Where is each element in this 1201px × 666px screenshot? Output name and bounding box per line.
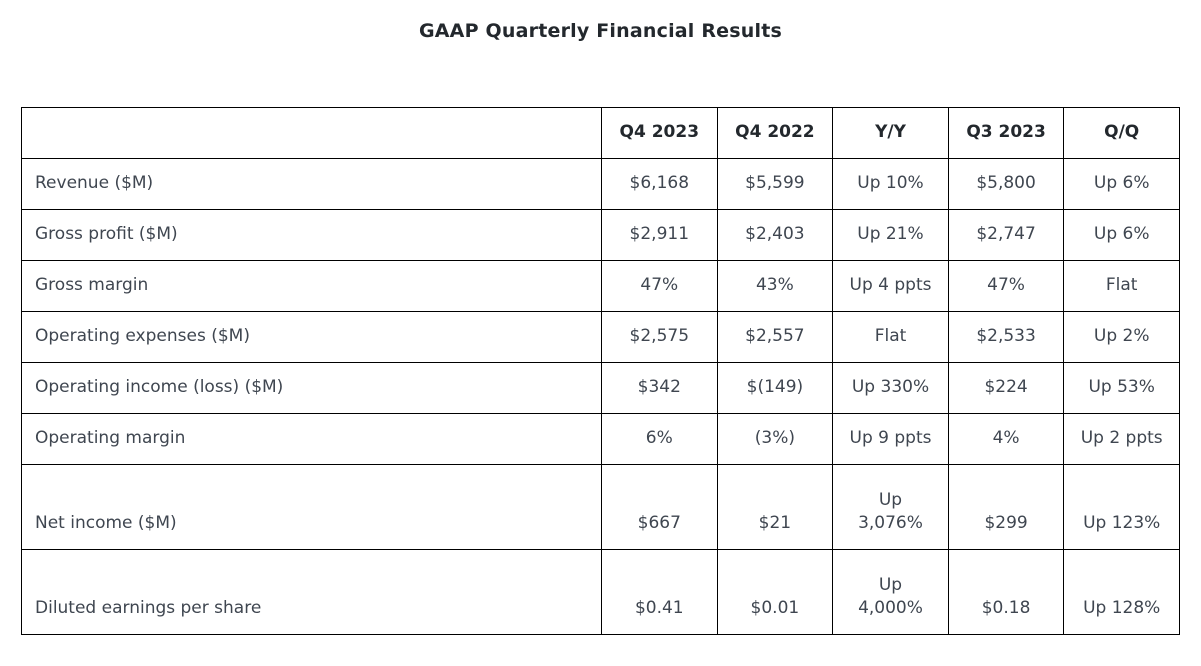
cell-value: $2,747 (947, 209, 1065, 261)
cell-value: 6% (601, 413, 718, 465)
cell-value: $2,533 (947, 311, 1065, 363)
cell-value: Up 6% (1063, 209, 1180, 261)
cell-value: Up 21% (832, 209, 949, 261)
cell-value: $2,403 (716, 209, 834, 261)
row-label: Operating income (loss) ($M) (21, 362, 602, 414)
cell-value: Up 128% (1063, 549, 1180, 635)
cell-value: 4% (947, 413, 1065, 465)
cell-value: $(149) (716, 362, 834, 414)
table-body: Revenue ($M) $6,168 $5,599 Up 10% $5,800 Up 6… (21, 158, 1180, 635)
header-cell: Y/Y (832, 107, 949, 159)
row-label: Diluted earnings per share (21, 549, 602, 635)
cell-value: $2,575 (601, 311, 718, 363)
cell-value: Up 53% (1063, 362, 1180, 414)
header-cell: Q3 2023 (947, 107, 1065, 159)
cell-value: $6,168 (601, 158, 718, 210)
cell-value: 43% (716, 260, 834, 312)
cell-value: Up 6% (1063, 158, 1180, 210)
cell-value: Flat (1063, 260, 1180, 312)
cell-value: (3%) (716, 413, 834, 465)
table-row: Net income ($M) $667 $21 Up 3,076% $299 Up 12… (21, 464, 1180, 550)
financial-results-table: Q4 2023 Q4 2022 Y/Y Q3 2023 Q/Q Revenue ($M)… (21, 107, 1180, 635)
cell-value: $5,599 (716, 158, 834, 210)
row-label: Net income ($M) (21, 464, 602, 550)
cell-value: Up 9 ppts (832, 413, 949, 465)
cell-value: $21 (716, 464, 834, 550)
cell-value: $667 (601, 464, 718, 550)
cell-value: 47% (947, 260, 1065, 312)
page-title: GAAP Quarterly Financial Results (418, 20, 782, 42)
table-header: Q4 2023 Q4 2022 Y/Y Q3 2023 Q/Q (21, 107, 1180, 159)
header-cell: Q4 2023 (601, 107, 718, 159)
header-cell-empty (21, 107, 602, 159)
cell-value: Up 330% (832, 362, 949, 414)
cell-value: Up 4,000% (832, 549, 949, 635)
cell-value: $224 (947, 362, 1065, 414)
table-row: Gross margin 47% 43% Up 4 ppts 47% Flat (21, 260, 1180, 312)
cell-value: $0.41 (601, 549, 718, 635)
row-label: Revenue ($M) (21, 158, 602, 210)
row-label: Gross profit ($M) (21, 209, 602, 261)
cell-value: Up 3,076% (832, 464, 949, 550)
table-row: Gross profit ($M) $2,911 $2,403 Up 21% $2,74… (21, 209, 1180, 261)
cell-value: Up 4 ppts (832, 260, 949, 312)
row-label: Operating expenses ($M) (21, 311, 602, 363)
cell-value: 47% (601, 260, 718, 312)
cell-value: $342 (601, 362, 718, 414)
cell-value: Up 10% (832, 158, 949, 210)
cell-value: $0.01 (716, 549, 834, 635)
header-cell: Q/Q (1063, 107, 1180, 159)
table-row: Operating margin 6% (3%) Up 9 ppts 4% Up 2 pp… (21, 413, 1180, 465)
row-label: Gross margin (21, 260, 602, 312)
table-row: Operating income (loss) ($M) $342 $(149) Up… (21, 362, 1180, 414)
table-row: Diluted earnings per share $0.41 $0.01 Up 4… (21, 549, 1180, 635)
cell-value: $0.18 (947, 549, 1065, 635)
cell-value: Up 123% (1063, 464, 1180, 550)
table-row: Revenue ($M) $6,168 $5,599 Up 10% $5,800 Up 6… (21, 158, 1180, 210)
row-label: Operating margin (21, 413, 602, 465)
cell-value: $299 (947, 464, 1065, 550)
cell-value: $2,557 (716, 311, 834, 363)
cell-value: $2,911 (601, 209, 718, 261)
header-cell: Q4 2022 (716, 107, 834, 159)
header-row: Q4 2023 Q4 2022 Y/Y Q3 2023 Q/Q (21, 107, 1180, 159)
table-row: Operating expenses ($M) $2,575 $2,557 Flat $… (21, 311, 1180, 363)
cell-value: Flat (832, 311, 949, 363)
cell-value: Up 2% (1063, 311, 1180, 363)
cell-value: $5,800 (947, 158, 1065, 210)
cell-value: Up 2 ppts (1063, 413, 1180, 465)
